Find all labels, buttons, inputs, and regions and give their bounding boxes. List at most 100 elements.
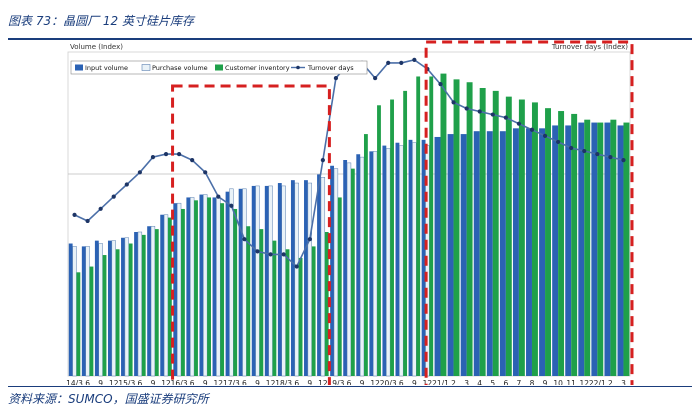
x-tick-label: 2	[451, 379, 456, 385]
turnover-days-point	[163, 151, 169, 157]
customer-inventory-bar	[285, 249, 290, 376]
x-tick-label: 9	[98, 379, 103, 385]
customer-inventory-bar	[597, 122, 604, 376]
customer-inventory-bar	[466, 82, 473, 377]
input-volume-bar	[304, 180, 308, 376]
input-volume-bar	[473, 131, 480, 376]
purchase-volume-bar	[189, 197, 195, 377]
customer-inventory-bar	[272, 240, 277, 376]
customer-inventory-bar	[571, 113, 578, 377]
input-volume-bar	[107, 240, 112, 376]
source-note: 资料来源：SUMCO，国盛证券研究所	[8, 392, 209, 406]
x-tick-label: 6	[85, 379, 90, 385]
customer-inventory-bar	[377, 105, 381, 376]
x-tick-label: 6	[503, 379, 508, 385]
x-tick-label: 17/3	[223, 379, 240, 385]
customer-inventory-bar	[545, 108, 551, 376]
x-tick-label: 9	[360, 379, 365, 385]
purchase-volume-bar	[307, 182, 312, 377]
input-volume-bar	[434, 136, 441, 376]
customer-inventory-bar	[505, 96, 512, 376]
turnover-days-point	[608, 155, 613, 160]
customer-inventory-bar	[623, 122, 630, 376]
legend-label: Purchase volume	[152, 64, 208, 72]
turnover-days-point	[333, 75, 339, 81]
bottom-rule	[8, 386, 692, 387]
x-tick-label: 4	[477, 379, 482, 385]
x-tick-label: 12	[214, 379, 224, 385]
purchase-volume-bar	[320, 177, 326, 377]
turnover-days-point	[255, 249, 260, 254]
x-tick-label: 22/1	[589, 379, 606, 385]
input-volume-bar	[447, 134, 454, 376]
bars-layer	[68, 73, 630, 377]
input-volume-bar	[173, 203, 178, 376]
turnover-days-point	[621, 158, 626, 163]
input-volume-bar	[356, 154, 361, 376]
input-volume-bar	[81, 246, 86, 376]
chart-canvas: Volume (Index) Turnover days (Index) 14/…	[66, 40, 634, 385]
input-volume-bar	[225, 191, 230, 376]
customer-inventory-bar	[492, 90, 499, 376]
x-tick-label: 9	[543, 379, 548, 385]
turnover-days-point	[399, 60, 404, 65]
x-tick-label: 7	[517, 379, 522, 385]
customer-inventory-bar	[207, 197, 211, 376]
turnover-days-point	[268, 252, 273, 257]
turnover-days-point	[294, 264, 299, 269]
turnover-days-point	[386, 60, 391, 65]
highlight-box-2016-2018	[171, 84, 331, 385]
customer-inventory-bar	[167, 217, 172, 376]
customer-inventory-bar	[89, 266, 94, 376]
x-tick-label: 6	[294, 379, 299, 385]
turnover-days-point	[516, 121, 522, 126]
purchase-volume-bar	[203, 194, 208, 377]
x-tick-label: 3	[621, 379, 626, 385]
legend: Input volume Purchase volume Customer inve…	[70, 60, 368, 75]
input-volume-bar	[526, 128, 532, 376]
input-volume-bar	[121, 237, 125, 376]
turnover-days-point	[203, 170, 208, 175]
input-volume-bar	[251, 185, 256, 376]
turnover-days-point	[307, 237, 312, 242]
x-tick-label: 16/3	[171, 379, 188, 385]
turnover-days-point	[529, 127, 535, 132]
customer-inventory-bar	[181, 208, 185, 376]
turnover-days-point	[242, 237, 247, 242]
purchase-volume-bar	[137, 231, 143, 377]
input-volume-bar	[369, 151, 374, 376]
turnover-days-point	[320, 158, 325, 163]
turnover-days-point	[72, 212, 77, 217]
input-volume-bar	[264, 185, 269, 376]
right-axis-title: Turnover days (Index)	[551, 43, 628, 51]
input-volume-bar	[94, 240, 99, 376]
purchase-volume-bar	[386, 148, 391, 377]
x-tick-label: 2	[608, 379, 613, 385]
turnover-days-point	[490, 112, 495, 117]
x-tick-label: 6	[137, 379, 142, 385]
purchase-volume-bar	[163, 214, 169, 377]
turnover-days-point	[373, 75, 378, 81]
purchase-volume-bar	[98, 243, 103, 377]
input-volume-bar	[68, 243, 73, 376]
legend-label: Input volume	[85, 64, 128, 72]
x-tick-label: 15/3	[118, 379, 135, 385]
customer-inventory-bar	[115, 249, 120, 376]
input-volume-bar	[199, 194, 204, 376]
customer-inventory-bar	[479, 88, 486, 376]
input-volume-bar	[134, 232, 138, 376]
customer-inventory-bar	[610, 119, 617, 377]
input-volume-bar	[512, 128, 519, 376]
customer-inventory-bar	[259, 229, 264, 376]
input-volume-bar	[591, 122, 598, 376]
customer-inventory-bar	[350, 168, 355, 376]
turnover-days-point	[111, 194, 116, 199]
turnover-days-point	[503, 115, 508, 120]
input-volume-bar	[578, 122, 585, 376]
customer-inventory-bar	[453, 79, 460, 377]
legend-label: Turnover days	[307, 64, 354, 72]
input-volume-bar	[290, 180, 295, 376]
input-volume-bar	[552, 125, 559, 376]
customer-inventory-bar	[76, 272, 81, 376]
x-tick-label: 12	[109, 379, 119, 385]
